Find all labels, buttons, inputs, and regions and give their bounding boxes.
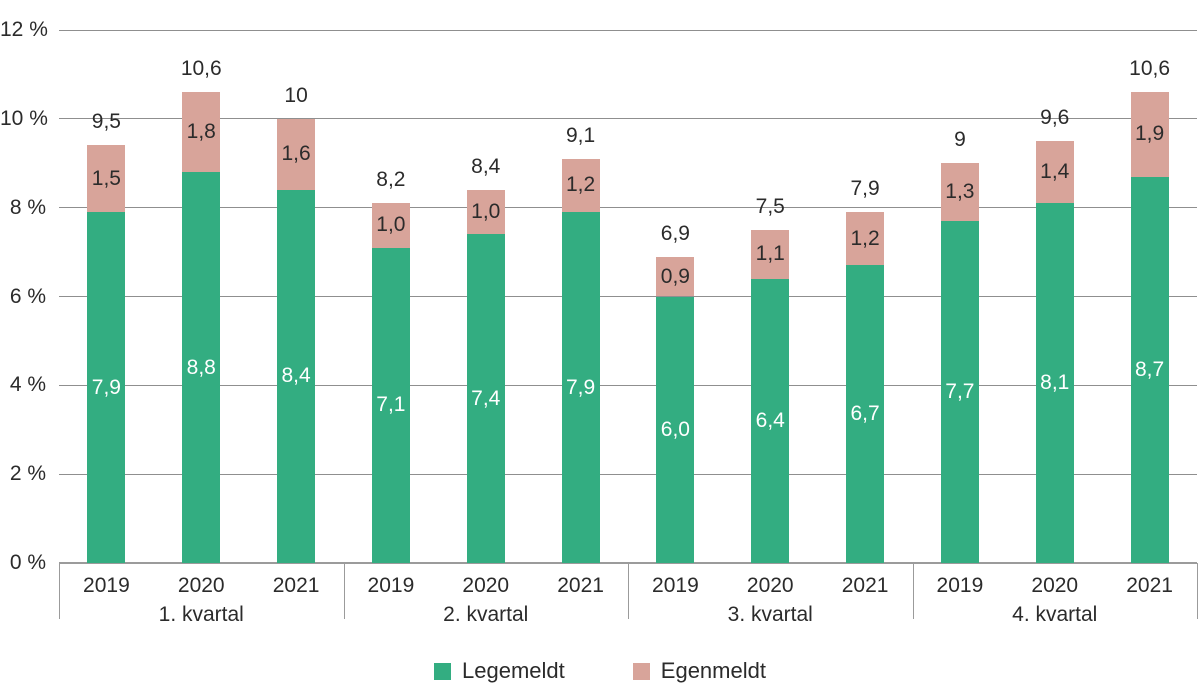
year-axis-label: 2019 (936, 574, 984, 597)
total-value-label: 9,6 (1040, 106, 1070, 130)
year-axis-label: 2021 (557, 574, 604, 597)
gridline-6 (59, 296, 1197, 297)
egenmeldt-segment: 0,9 (656, 256, 695, 297)
legemeldt-segment: 7,9 (561, 212, 600, 563)
total-value-label: 7,9 (850, 177, 880, 201)
legemeldt-segment: 8,7 (1130, 176, 1169, 563)
legemeldt-segment: 8,4 (277, 189, 316, 563)
legend-item-egenmeldt: Egenmeldt (632, 658, 766, 684)
year-axis-label: 2021 (841, 574, 889, 597)
year-axis-label: 2020 (462, 574, 510, 597)
y-axis-tick-label: 8 % (9, 195, 46, 219)
quarter-axis-label: 3. kvartal (727, 603, 813, 626)
legemeldt-segment: 7,4 (466, 234, 505, 563)
gridline-2 (59, 473, 1197, 475)
year-axis-label: 2021 (272, 574, 320, 597)
year-axis-label: 2020 (177, 574, 225, 597)
total-value-label: 9 (954, 128, 966, 152)
group-separator (912, 563, 914, 619)
gridline-8 (59, 207, 1197, 209)
y-axis-tick-label: 2 % (9, 462, 46, 486)
legend-item-legemeldt: Legemeldt (434, 658, 565, 684)
legemeldt-segment: 6,4 (751, 278, 790, 563)
legend-label-legemeldt: Legemeldt (462, 658, 565, 683)
gridline-10 (59, 118, 1197, 120)
egenmeldt-segment: 1,1 (751, 229, 790, 279)
egenmeldt-segment: 1,9 (1130, 92, 1169, 177)
y-axis-tick-label: 12 % (0, 18, 48, 41)
total-value-label: 7,5 (755, 194, 785, 218)
year-axis-label: 2021 (1126, 574, 1173, 597)
quarter-axis-label: 1. kvartal (158, 603, 244, 626)
group-separator (628, 563, 629, 619)
quarter-axis-label: 2. kvartal (443, 603, 529, 626)
y-axis-tick-label: 6 % (9, 284, 46, 308)
y-axis-tick-label: 0 % (9, 551, 46, 574)
legemeldt-segment: 8,1 (1035, 203, 1074, 563)
egenmeldt-swatch-icon (632, 662, 650, 680)
y-axis-tick-label: 10 % (0, 106, 48, 130)
egenmeldt-segment: 1,8 (182, 92, 221, 173)
total-value-label: 10,6 (180, 57, 222, 81)
quarter-axis-label: 4. kvartal (1012, 603, 1098, 626)
total-value-label: 8,2 (376, 168, 406, 192)
year-axis-label: 2019 (367, 574, 415, 597)
year-axis-label: 2020 (1031, 574, 1079, 597)
legemeldt-swatch-icon (434, 662, 452, 680)
egenmeldt-segment: 1,2 (846, 212, 885, 266)
total-value-label: 9,1 (565, 123, 596, 147)
total-value-label: 10,6 (1129, 57, 1171, 81)
egenmeldt-segment: 1,0 (466, 189, 505, 235)
legemeldt-segment: 7,7 (940, 220, 979, 563)
group-separator (343, 563, 345, 619)
year-axis-label: 2020 (746, 574, 794, 597)
gridline-12 (59, 29, 1197, 31)
legemeldt-segment: 7,9 (87, 212, 126, 563)
egenmeldt-segment: 1,5 (87, 145, 126, 213)
group-separator (59, 563, 60, 619)
total-value-label: 6,9 (660, 221, 690, 245)
egenmeldt-segment: 1,0 (371, 203, 410, 248)
chart-legend: Legemeldt Egenmeldt (0, 658, 1200, 684)
year-axis-label: 2019 (83, 574, 130, 597)
group-separator (1197, 563, 1198, 619)
egenmeldt-segment: 1,2 (561, 158, 600, 213)
legend-label-egenmeldt: Egenmeldt (660, 658, 766, 683)
gridline-4 (59, 384, 1197, 386)
total-value-label: 8,4 (471, 154, 501, 178)
egenmeldt-segment: 1,3 (940, 163, 979, 221)
year-axis-label: 2019 (652, 574, 699, 597)
legemeldt-segment: 8,8 (182, 172, 221, 563)
legemeldt-segment: 6,7 (846, 265, 885, 563)
legemeldt-segment: 7,1 (371, 247, 410, 563)
egenmeldt-segment: 1,6 (277, 118, 316, 190)
total-value-label: 9,5 (91, 110, 121, 134)
total-value-label: 10 (284, 83, 308, 107)
egenmeldt-segment: 1,4 (1035, 141, 1074, 204)
y-axis-tick-label: 4 % (9, 373, 46, 397)
legemeldt-segment: 6,0 (656, 296, 695, 563)
